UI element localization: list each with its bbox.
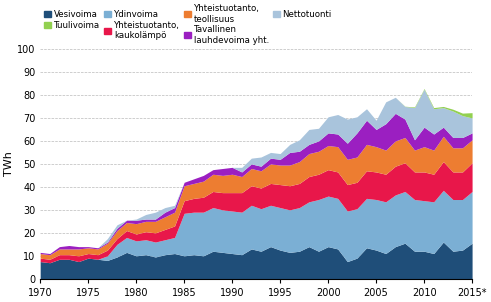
Y-axis label: TWh: TWh bbox=[4, 152, 14, 176]
Legend: Vesivoima, Tuulivoima, Ydinvoima, Yhteistuotanto,
kaukolämpö, Yhteistuotanto,
te: Vesivoima, Tuulivoima, Ydinvoima, Yhteis… bbox=[45, 4, 332, 45]
